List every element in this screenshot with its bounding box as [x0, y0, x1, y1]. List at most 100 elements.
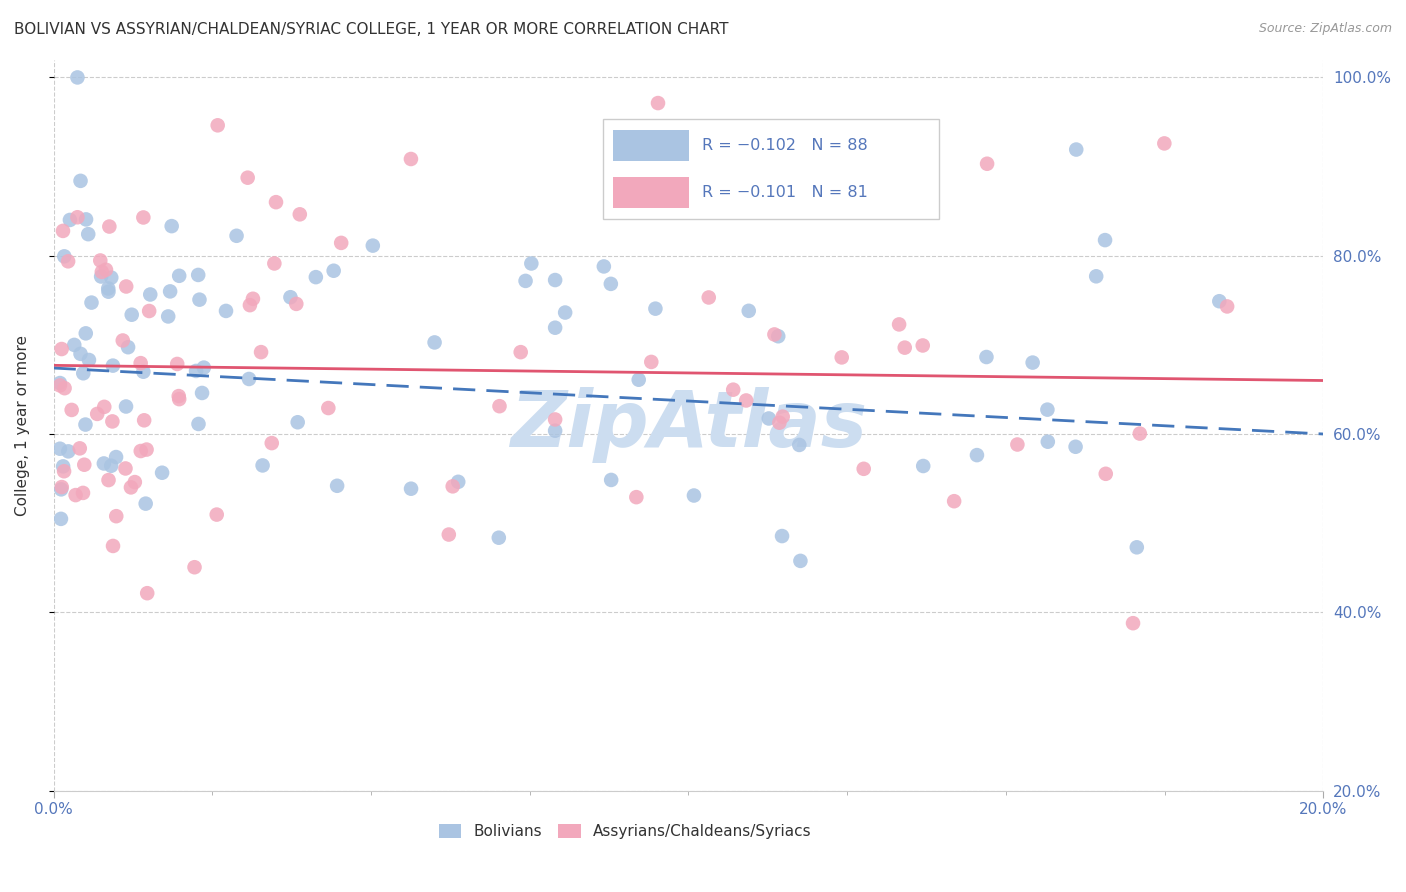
- Point: [49, 512, 72, 526]
- Point: [63, 338, 86, 352]
- Point: [768, 329, 790, 343]
- Y-axis label: College, 1 year or more: College, 1 year or more: [15, 334, 30, 516]
- Point: [322, 264, 344, 278]
- Point: [288, 207, 311, 221]
- Point: [488, 531, 510, 545]
- Point: [626, 490, 648, 504]
- Point: [1094, 467, 1116, 481]
- Point: [80, 295, 103, 310]
- Point: [51, 480, 73, 494]
- Point: [72, 486, 94, 500]
- Point: [554, 305, 576, 319]
- Point: [644, 301, 666, 316]
- Point: [97, 281, 120, 295]
- Point: [56, 254, 79, 268]
- Point: [252, 458, 274, 473]
- Point: [225, 228, 247, 243]
- Point: [735, 393, 758, 408]
- Point: [592, 260, 614, 274]
- Point: [1094, 233, 1116, 247]
- Point: [772, 409, 794, 424]
- Point: [260, 436, 283, 450]
- Point: [53, 464, 76, 478]
- Point: [285, 297, 308, 311]
- Point: [115, 400, 138, 414]
- Point: [105, 509, 128, 524]
- Point: [135, 497, 157, 511]
- Point: [187, 417, 209, 431]
- Point: [49, 378, 72, 392]
- Point: [399, 482, 422, 496]
- Point: [488, 399, 510, 413]
- Point: [1036, 434, 1059, 449]
- Point: [287, 415, 309, 429]
- Point: [111, 334, 134, 348]
- Point: [1216, 300, 1239, 314]
- Point: [117, 340, 139, 354]
- Point: [758, 411, 780, 425]
- Point: [1122, 616, 1144, 631]
- Point: [136, 586, 159, 600]
- Point: [423, 335, 446, 350]
- Point: [647, 96, 669, 111]
- Point: [121, 308, 143, 322]
- Point: [544, 273, 567, 287]
- Point: [250, 345, 273, 359]
- Point: [60, 403, 83, 417]
- Point: [326, 479, 349, 493]
- Point: [139, 287, 162, 301]
- Point: [787, 438, 810, 452]
- Point: [132, 211, 155, 225]
- Point: [305, 270, 328, 285]
- Point: [75, 326, 97, 341]
- Point: [77, 227, 100, 242]
- Point: [768, 416, 790, 430]
- Point: [114, 461, 136, 475]
- Point: [544, 412, 567, 426]
- Point: [167, 389, 190, 403]
- Point: [1021, 355, 1043, 369]
- Point: [100, 270, 122, 285]
- Point: [184, 364, 207, 378]
- Point: [167, 392, 190, 406]
- Point: [49, 376, 72, 390]
- Point: [77, 353, 100, 368]
- Point: [129, 444, 152, 458]
- Point: [721, 383, 744, 397]
- Point: [515, 274, 537, 288]
- Point: [75, 417, 97, 432]
- Point: [264, 195, 287, 210]
- Point: [98, 219, 121, 234]
- Point: [93, 400, 115, 414]
- Point: [770, 529, 793, 543]
- Point: [1036, 402, 1059, 417]
- Point: [124, 475, 146, 489]
- Legend: Bolivians, Assyrians/Chaldeans/Syriacs: Bolivians, Assyrians/Chaldeans/Syriacs: [433, 818, 817, 845]
- Point: [97, 285, 120, 299]
- Point: [129, 356, 152, 370]
- Point: [242, 292, 264, 306]
- Point: [1126, 541, 1149, 555]
- Point: [66, 70, 89, 85]
- Point: [150, 466, 173, 480]
- Point: [627, 373, 650, 387]
- Text: BOLIVIAN VS ASSYRIAN/CHALDEAN/SYRIAC COLLEGE, 1 YEAR OR MORE CORRELATION CHART: BOLIVIAN VS ASSYRIAN/CHALDEAN/SYRIAC COL…: [14, 22, 728, 37]
- Point: [58, 444, 80, 458]
- Point: [160, 219, 183, 233]
- Point: [1064, 440, 1087, 454]
- Point: [188, 293, 211, 307]
- Point: [157, 310, 180, 324]
- Point: [447, 475, 470, 489]
- Point: [280, 290, 302, 304]
- Point: [1085, 269, 1108, 284]
- Point: [101, 414, 124, 428]
- Point: [132, 365, 155, 379]
- Point: [191, 386, 214, 401]
- Point: [94, 262, 117, 277]
- Point: [97, 473, 120, 487]
- Point: [49, 483, 72, 497]
- Point: [105, 450, 128, 464]
- Point: [73, 458, 96, 472]
- Point: [53, 249, 76, 263]
- Point: [69, 174, 91, 188]
